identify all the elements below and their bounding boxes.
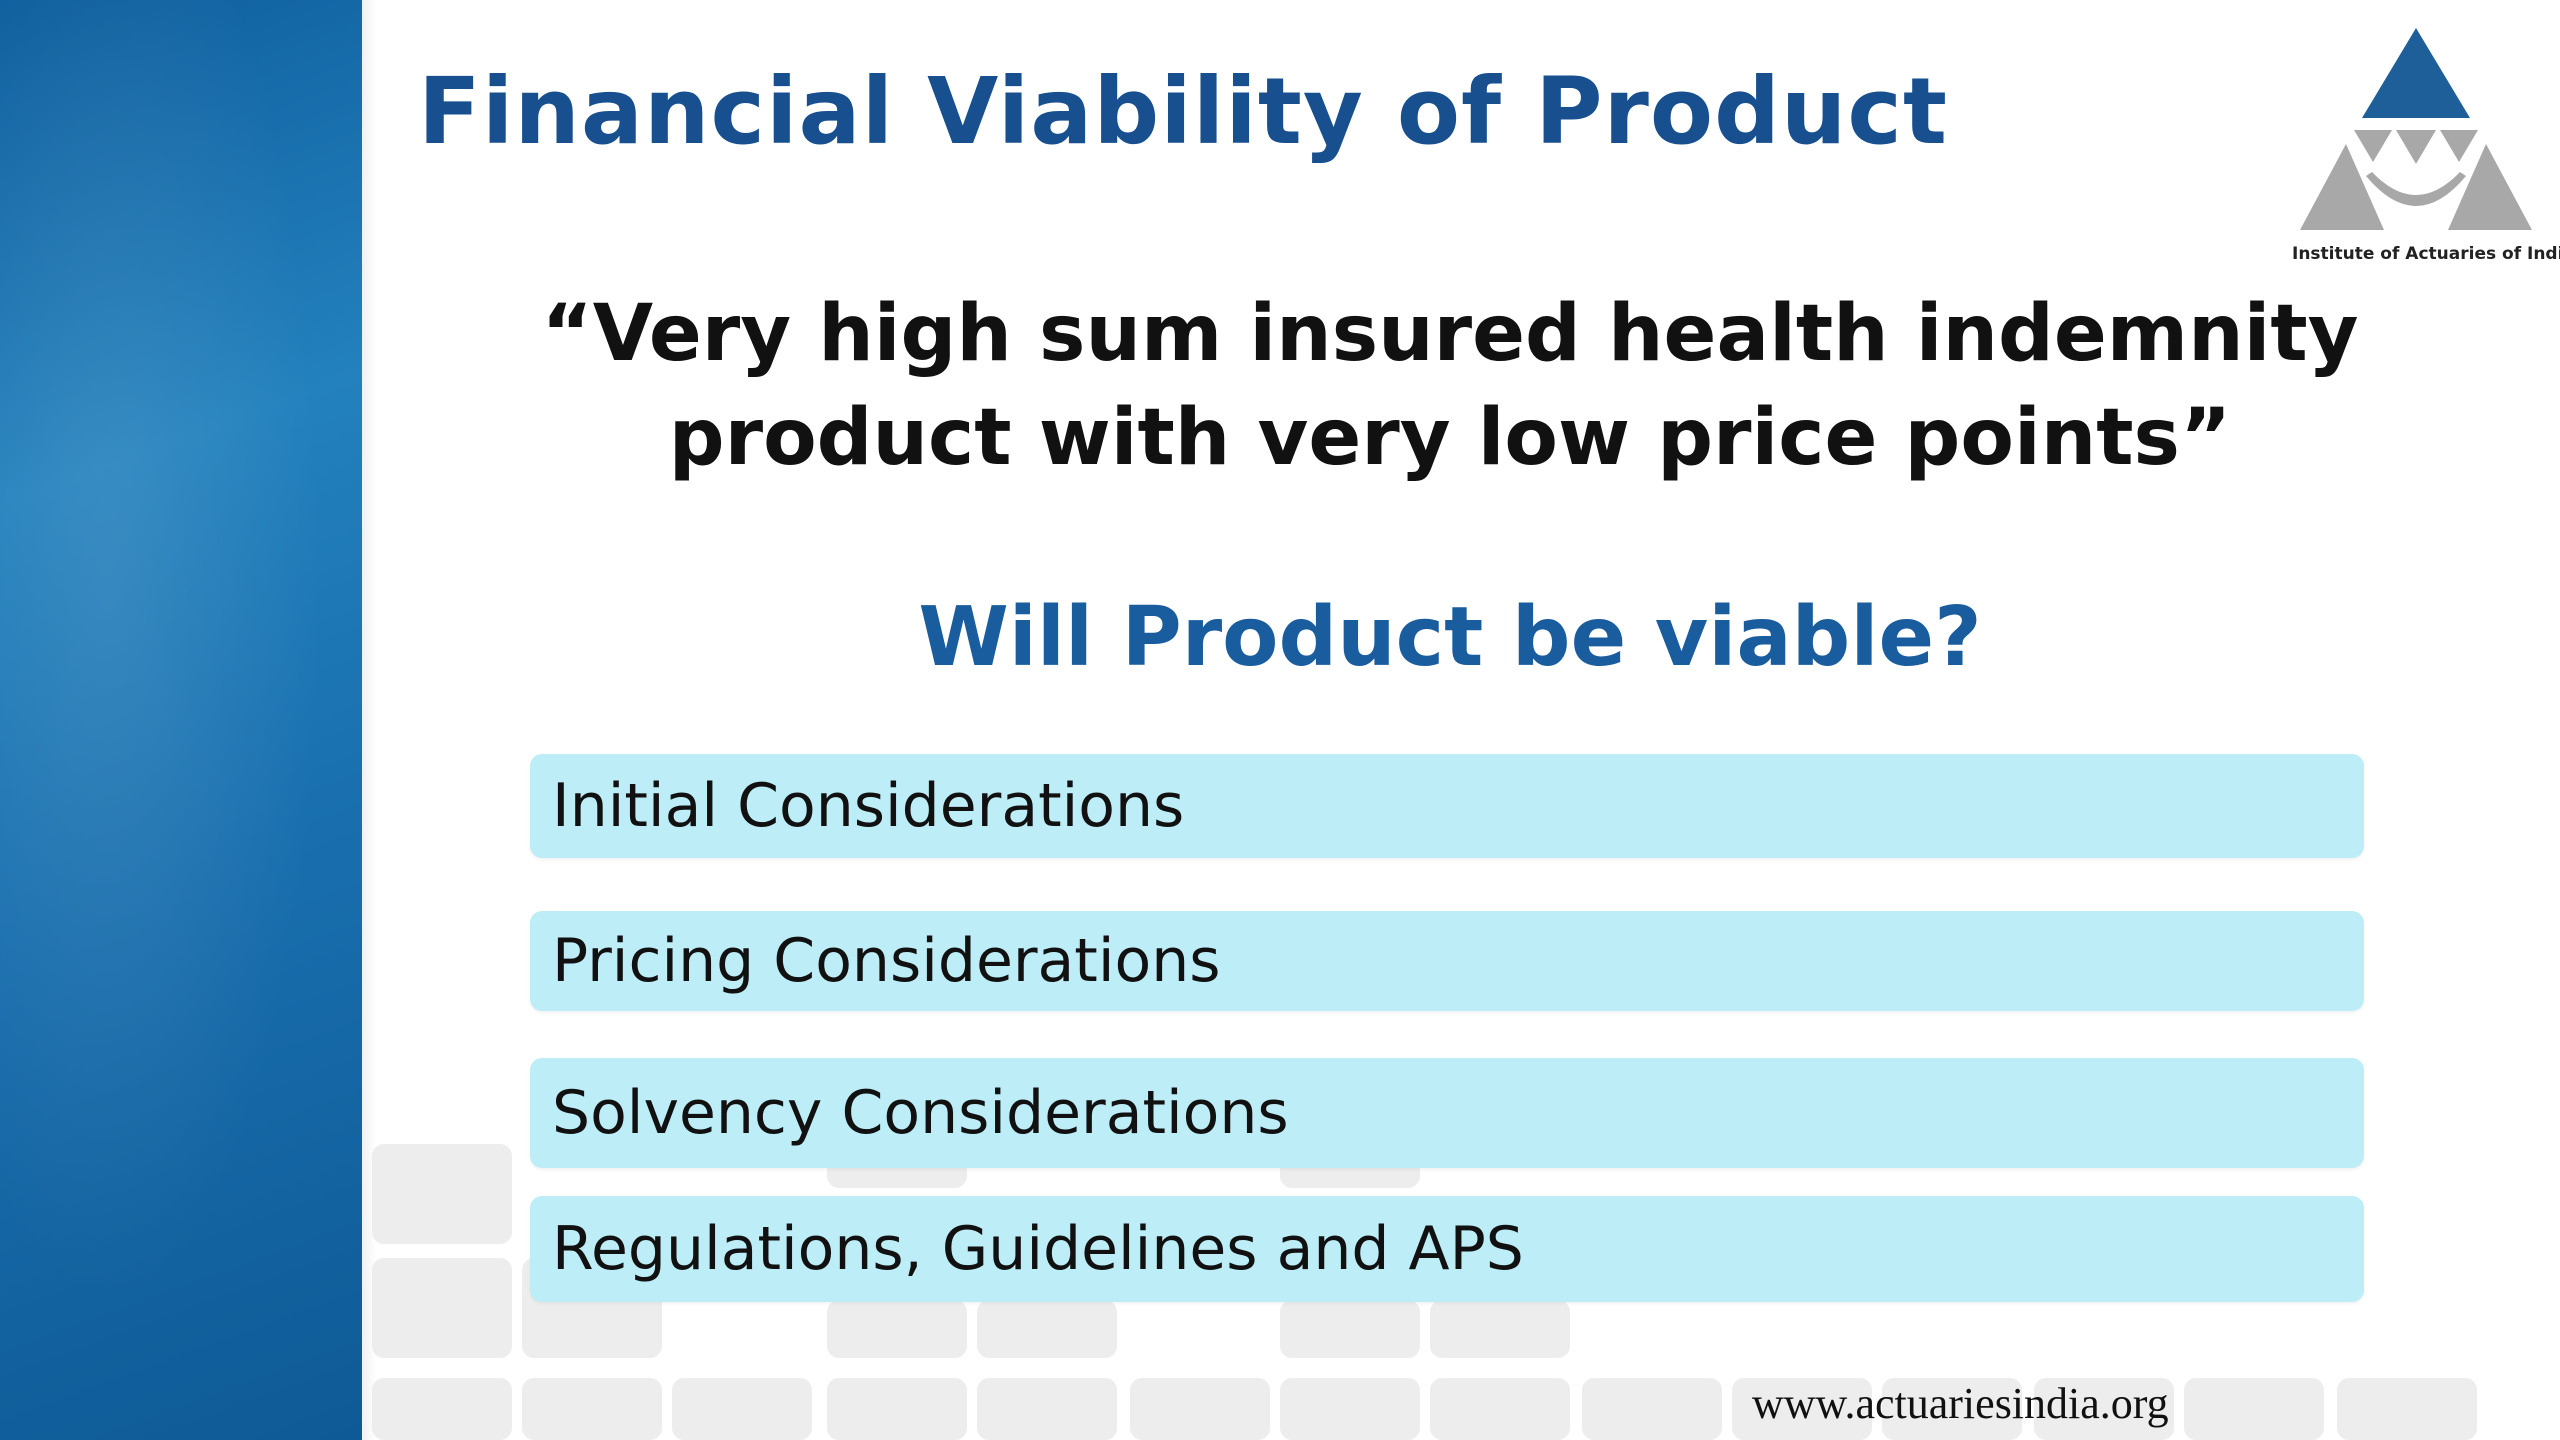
left-blue-band: [0, 0, 362, 1440]
viability-question: Will Product be viable?: [918, 590, 1982, 685]
bg-tile: [1280, 1378, 1420, 1440]
bg-tile: [372, 1378, 512, 1440]
bg-tile: [1582, 1378, 1722, 1440]
bg-tile: [827, 1300, 967, 1358]
band-shadow: [362, 0, 376, 1440]
bg-tile: [1430, 1378, 1570, 1440]
bg-tile: [977, 1378, 1117, 1440]
item-initial-considerations: Initial Considerations: [530, 754, 2364, 858]
item-pricing-considerations: Pricing Considerations: [530, 911, 2364, 1011]
bg-tile: [977, 1300, 1117, 1358]
logo-caption: Institute of Actuaries of India: [2292, 244, 2560, 264]
institute-logo: [2296, 26, 2536, 272]
footer-url: www.actuariesindia.org: [1752, 1379, 2169, 1428]
bg-tile: [1130, 1378, 1270, 1440]
bg-tile: [1280, 1300, 1420, 1358]
bg-tile: [827, 1378, 967, 1440]
bg-tile: [2337, 1378, 2477, 1440]
quote-text: “Very high sum insured health indemnity …: [500, 282, 2400, 490]
bg-tile: [372, 1258, 512, 1358]
bg-tile: [672, 1378, 812, 1440]
item-solvency-considerations: Solvency Considerations: [530, 1058, 2364, 1168]
bg-tile: [522, 1378, 662, 1440]
bg-tile: [372, 1144, 512, 1244]
background-tiles: [362, 1100, 2560, 1440]
bg-tile: [1882, 1378, 2022, 1440]
slide-title: Financial Viability of Product: [418, 58, 1948, 165]
item-regulations-guidelines-aps: Regulations, Guidelines and APS: [530, 1196, 2364, 1302]
logo-triangle-icon: [2300, 28, 2532, 230]
bg-tile: [1430, 1300, 1570, 1358]
bg-tile: [1732, 1378, 1872, 1440]
quote-line-2: product with very low price points”: [668, 393, 2232, 483]
bg-tile: [2184, 1378, 2324, 1440]
bg-tile: [2034, 1378, 2174, 1440]
quote-line-1: “Very high sum insured health indemnity: [541, 289, 2359, 379]
